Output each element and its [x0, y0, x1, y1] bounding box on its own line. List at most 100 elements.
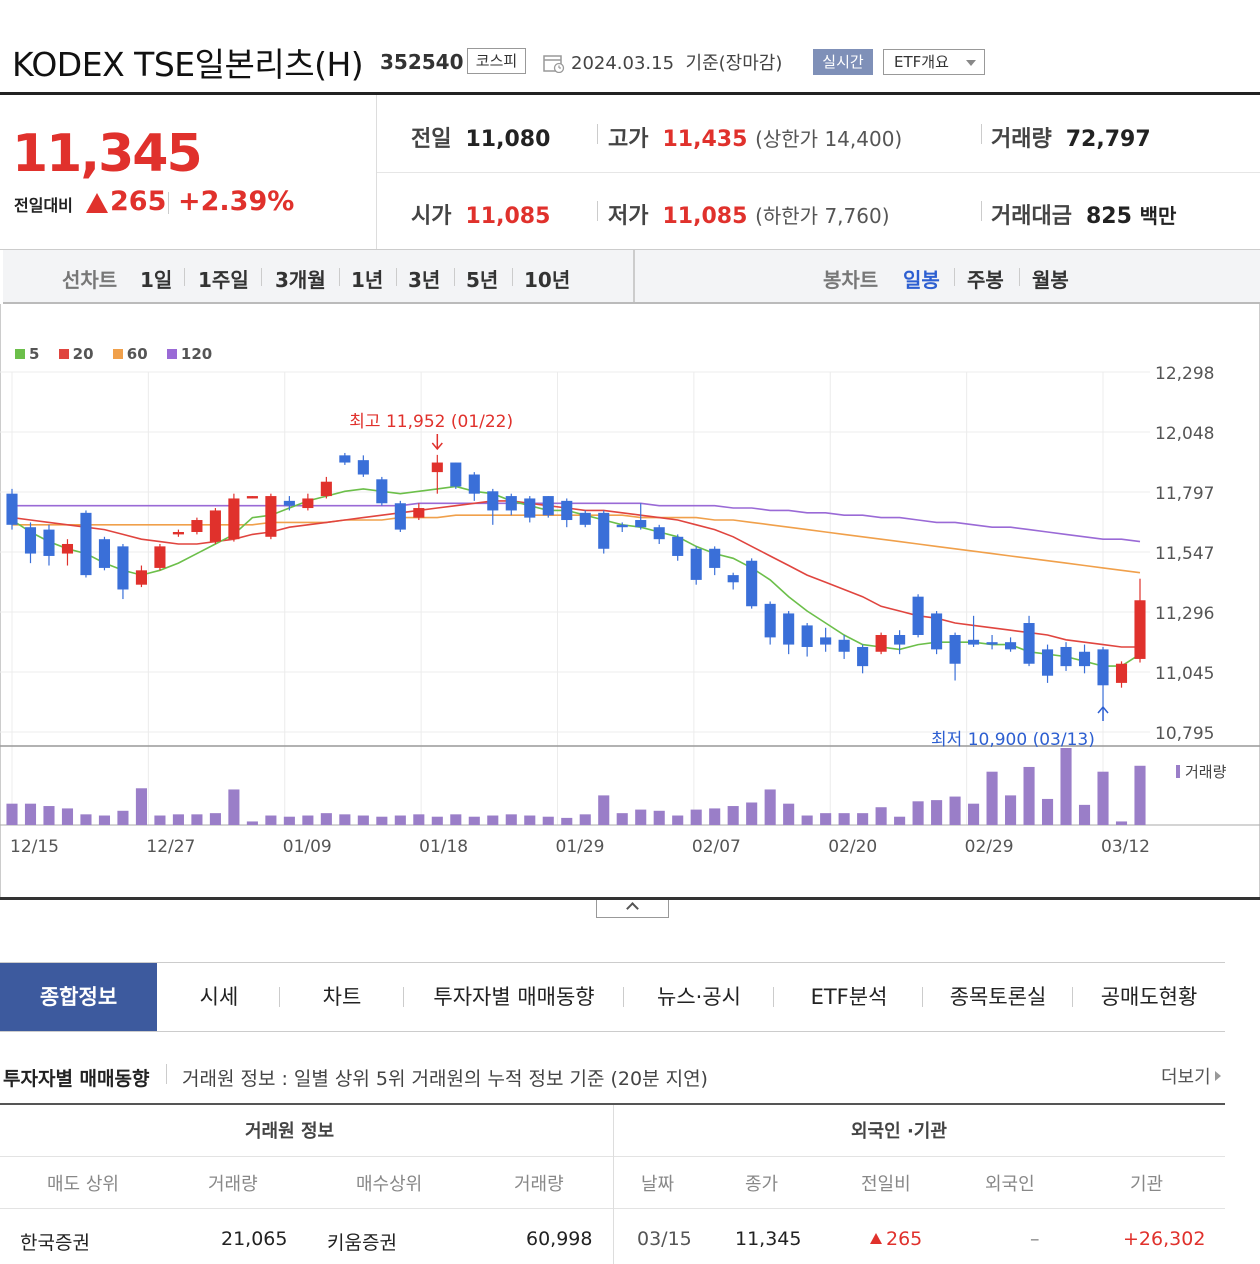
- cell-sell-broker[interactable]: 한국증권: [20, 1232, 90, 1254]
- tab-overview[interactable]: 종합정보: [0, 963, 157, 1031]
- tab-quotes[interactable]: 시세: [199, 985, 239, 1009]
- volume-bar: [80, 814, 92, 825]
- volume-bar: [61, 808, 74, 825]
- candle-body: [1060, 646, 1072, 667]
- volume-bar: [154, 815, 166, 825]
- candle-body: [931, 613, 943, 650]
- tab-short-selling[interactable]: 공매도현황: [1100, 985, 1198, 1009]
- volume-bar: [320, 813, 332, 825]
- x-tick-label: 01/29: [556, 837, 605, 857]
- candle-body: [1005, 642, 1017, 650]
- tab-period-1w[interactable]: 1주일: [198, 268, 249, 292]
- candle-body: [1078, 651, 1091, 667]
- legend-ma120: 120: [166, 345, 212, 363]
- stat-amount: 거래대금 825 백만: [991, 204, 1177, 229]
- ma-legend: 5 20 60 120: [15, 345, 226, 363]
- col-buy-volume: 거래량: [514, 1174, 564, 1195]
- candle-body: [616, 524, 628, 528]
- cell-date: 03/15: [637, 1228, 692, 1250]
- candle-body: [468, 474, 480, 494]
- candle-body: [857, 646, 869, 667]
- tab-period-5y[interactable]: 5년: [466, 268, 499, 292]
- cell-close: 11,345: [735, 1228, 802, 1250]
- tab-period-10y[interactable]: 10년: [524, 268, 571, 292]
- volume-bar: [1134, 765, 1146, 825]
- volume-bar: [283, 816, 295, 825]
- stat-volume: 거래량 72,797: [991, 127, 1151, 152]
- volume-bar: [931, 800, 943, 825]
- candle-body: [394, 503, 406, 530]
- candle-body: [154, 546, 166, 568]
- chevron-down-icon: [966, 60, 976, 66]
- candle-body: [376, 479, 388, 504]
- candle-body: [764, 603, 776, 638]
- x-tick-label: 01/18: [419, 837, 468, 857]
- candle-body: [246, 496, 258, 499]
- candle-body: [672, 536, 684, 556]
- low-arrow-head: [1097, 705, 1109, 714]
- volume-bar: [6, 803, 18, 825]
- volume-bar: [505, 814, 517, 825]
- group-broker-info: 거래원 정보: [245, 1121, 335, 1142]
- up-triangle-icon: [86, 193, 108, 213]
- volume-bar: [135, 788, 147, 825]
- candle-body: [542, 496, 554, 516]
- tab-candle-weekly[interactable]: 주봉: [967, 268, 1004, 292]
- candle-body: [1134, 600, 1146, 659]
- x-tick-label: 03/12: [1101, 837, 1150, 857]
- tab-candle-daily[interactable]: 일봉: [903, 268, 940, 292]
- candle-body: [783, 613, 795, 645]
- candle-body: [801, 625, 813, 647]
- tab-period-1y[interactable]: 1년: [351, 268, 384, 292]
- candle-body: [61, 543, 74, 554]
- x-tick-label: 12/27: [146, 837, 195, 857]
- volume-bar: [394, 815, 406, 825]
- tab-candle-monthly[interactable]: 월봉: [1032, 268, 1069, 292]
- collapse-chart-button[interactable]: [596, 900, 669, 918]
- chart-tabbar: 선차트 1일 1주일 3개월 1년 3년 5년 10년 봉차트 일봉 주봉 월봉: [3, 250, 1260, 304]
- volume-bar: [616, 813, 628, 825]
- volume-bar: [1041, 798, 1054, 825]
- tab-period-3y[interactable]: 3년: [408, 268, 441, 292]
- x-tick-label: 01/09: [283, 837, 332, 857]
- cell-buy-broker[interactable]: 키움증권: [327, 1232, 397, 1254]
- candle-body: [117, 546, 129, 590]
- candle-body: [690, 548, 702, 580]
- candle-body: [820, 637, 832, 645]
- volume-bar: [172, 814, 184, 825]
- tab-discussion[interactable]: 종목토론실: [949, 985, 1047, 1009]
- realtime-button[interactable]: 실시간: [813, 49, 873, 75]
- volume-label: 거래량: [1185, 763, 1227, 781]
- candle-body: [746, 560, 758, 607]
- volume-bar: [764, 789, 776, 825]
- volume-bar: [986, 771, 998, 825]
- volume-bar: [579, 814, 591, 825]
- candle-body: [838, 639, 850, 652]
- tab-period-1d[interactable]: 1일: [140, 268, 173, 292]
- candle-body: [320, 481, 332, 497]
- candle-body: [43, 529, 55, 556]
- tab-chart[interactable]: 차트: [322, 985, 362, 1009]
- y-tick-label: 11,045: [1155, 664, 1214, 684]
- candle-body: [302, 498, 314, 509]
- col-sell-volume: 거래량: [208, 1174, 258, 1195]
- tab-news[interactable]: 뉴스·공시: [657, 985, 741, 1009]
- volume-bar: [690, 809, 702, 825]
- volume-bar: [524, 815, 536, 825]
- tab-etf-analysis[interactable]: ETF분석: [810, 985, 888, 1009]
- high-annotation: 최고 11,952 (01/22): [349, 412, 513, 432]
- volume-legend-swatch: [1176, 765, 1180, 778]
- volume-bar: [857, 813, 869, 825]
- candle-body: [524, 498, 536, 518]
- x-tick-label: 02/07: [692, 837, 741, 857]
- candlestick-chart[interactable]: 12,298 12,048 11,797 11,547 11,296 11,045 10,7…: [0, 355, 1260, 865]
- col-close: 종가: [745, 1174, 779, 1195]
- candle-body: [172, 532, 184, 535]
- tab-period-3m[interactable]: 3개월: [275, 268, 326, 292]
- tab-investor-trend[interactable]: 투자자별 매매동향: [433, 985, 595, 1009]
- etf-summary-dropdown[interactable]: ETF개요: [883, 49, 985, 75]
- y-tick-label: 12,298: [1155, 364, 1214, 384]
- volume-bar: [542, 816, 554, 825]
- more-link[interactable]: 더보기: [1161, 1063, 1221, 1089]
- volume-bar: [709, 808, 721, 825]
